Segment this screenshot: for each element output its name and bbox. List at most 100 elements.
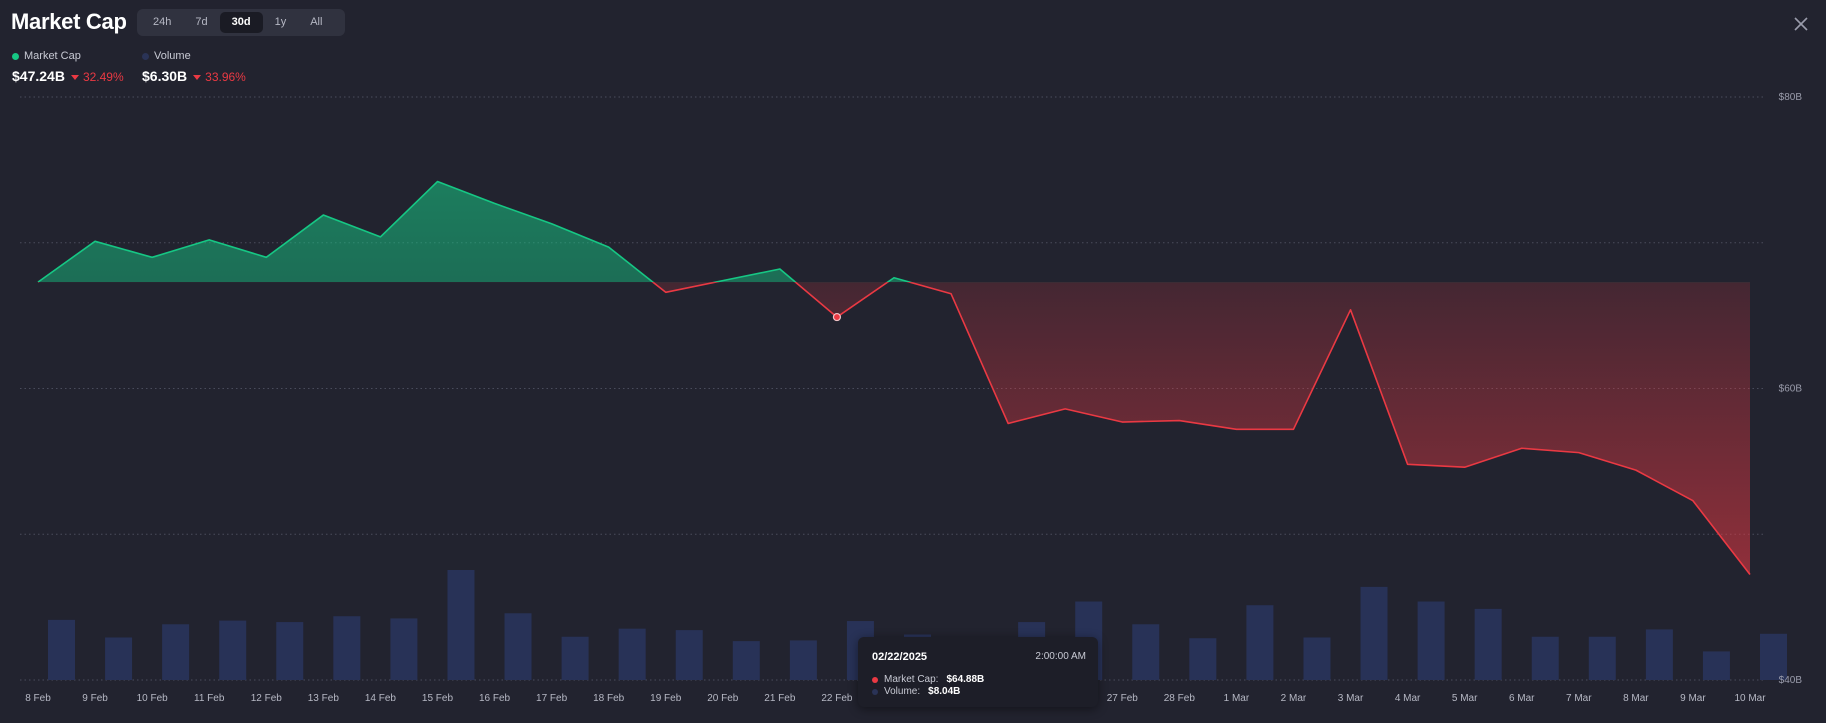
x-tick-label: 4 Mar bbox=[1395, 693, 1421, 704]
caret-down-icon bbox=[70, 75, 79, 80]
volume-bar bbox=[1417, 601, 1445, 680]
tooltip-market-cap-dot bbox=[872, 676, 878, 683]
hover-marker bbox=[832, 312, 842, 322]
area-above-baseline bbox=[38, 181, 1750, 283]
tooltip-volume-dot bbox=[872, 688, 878, 695]
x-tick-label: 17 Feb bbox=[536, 693, 568, 704]
hover-point bbox=[832, 312, 842, 322]
market-cap-area bbox=[38, 181, 1750, 575]
x-tick-label: 10 Mar bbox=[1734, 693, 1766, 704]
volume-change: 33.96% bbox=[193, 70, 246, 84]
x-tick-label: 3 Mar bbox=[1338, 693, 1364, 704]
volume-bar bbox=[504, 613, 532, 680]
area-below-baseline bbox=[38, 282, 1750, 575]
range-1y-button[interactable]: 1y bbox=[274, 16, 287, 28]
volume-bar bbox=[789, 640, 817, 680]
tooltip-volume-label: Volume: bbox=[884, 686, 921, 697]
legend-market-cap[interactable]: Market Cap bbox=[12, 50, 81, 62]
volume-bar bbox=[105, 637, 133, 680]
x-tick-label: 21 Feb bbox=[764, 693, 796, 704]
range-all-button[interactable]: All bbox=[310, 16, 323, 28]
volume-bar bbox=[333, 616, 361, 680]
volume-bar bbox=[732, 641, 760, 680]
tooltip-volume-value: $8.04B bbox=[928, 686, 961, 697]
y-tick-label: $60B bbox=[1779, 384, 1803, 395]
close-icon[interactable] bbox=[1792, 15, 1810, 33]
x-tick-label: 15 Feb bbox=[422, 693, 454, 704]
range-30d-button[interactable]: 30d bbox=[219, 12, 263, 33]
x-tick-label: 14 Feb bbox=[365, 693, 397, 704]
x-tick-label: 1 Mar bbox=[1224, 693, 1250, 704]
volume-bar bbox=[162, 624, 190, 680]
y-tick-label: $80B bbox=[1779, 92, 1803, 103]
legend-volume-label: Volume bbox=[154, 50, 191, 62]
chart-tooltip: 02/22/2025 2:00:00 AM Market Cap: $64.88… bbox=[858, 637, 1098, 707]
volume-bar bbox=[1360, 586, 1388, 680]
tooltip-date: 02/22/2025 bbox=[872, 651, 928, 663]
x-tick-label: 11 Feb bbox=[194, 693, 225, 704]
page-title: Market Cap bbox=[11, 9, 127, 34]
market-cap-legend-dot bbox=[12, 52, 19, 60]
x-tick-label: 8 Feb bbox=[25, 693, 51, 704]
tooltip-volume-row: Volume: $8.04B bbox=[872, 686, 960, 697]
x-tick-label: 8 Mar bbox=[1623, 693, 1649, 704]
x-tick-label: 16 Feb bbox=[479, 693, 511, 704]
volume-bar bbox=[447, 570, 475, 680]
volume-bar bbox=[1702, 651, 1730, 680]
x-tick-label: 6 Mar bbox=[1509, 693, 1535, 704]
x-tick-label: 2 Mar bbox=[1281, 693, 1307, 704]
legend-market-cap-label: Market Cap bbox=[24, 50, 81, 62]
x-axis-labels: 8 Feb 9 Feb 10 Feb 11 Feb 12 Feb 13 Feb 14 Feb… bbox=[25, 693, 1766, 704]
x-tick-label: 20 Feb bbox=[707, 693, 739, 704]
x-tick-label: 19 Feb bbox=[650, 693, 682, 704]
volume-bar bbox=[1246, 605, 1274, 680]
volume-bar bbox=[675, 630, 703, 680]
volume-bar bbox=[1474, 608, 1502, 680]
market-cap-line-up bbox=[37, 180, 913, 283]
x-tick-label: 28 Feb bbox=[1164, 693, 1196, 704]
volume-bar bbox=[561, 636, 589, 680]
volume-bar bbox=[276, 622, 304, 680]
volume-bar bbox=[48, 619, 75, 680]
market-cap-line bbox=[37, 180, 1751, 575]
tooltip-market-cap-label: Market Cap: bbox=[884, 674, 939, 685]
range-24h-button[interactable]: 24h bbox=[153, 16, 172, 28]
x-tick-label: 9 Feb bbox=[82, 693, 108, 704]
volume-legend-dot bbox=[142, 52, 149, 60]
tooltip-market-cap-value: $64.88B bbox=[946, 674, 985, 685]
volume-bar bbox=[1303, 637, 1331, 680]
volume-value: $6.30B bbox=[142, 68, 188, 84]
x-tick-label: 7 Mar bbox=[1566, 693, 1592, 704]
market-cap-value: $47.24B bbox=[12, 68, 65, 84]
volume-bar bbox=[390, 618, 418, 680]
x-tick-label: 9 Mar bbox=[1680, 693, 1706, 704]
y-axis-labels: $80B $60B $40B bbox=[1779, 92, 1803, 686]
x-tick-label: 18 Feb bbox=[593, 693, 625, 704]
x-tick-label: 10 Feb bbox=[137, 693, 169, 704]
market-cap-stat: $47.24B 32.49% bbox=[12, 68, 124, 84]
volume-bar bbox=[1588, 636, 1616, 680]
volume-bar bbox=[1760, 633, 1787, 680]
volume-change-text: 33.96% bbox=[205, 70, 246, 84]
x-tick-label: 5 Mar bbox=[1452, 693, 1478, 704]
legend-volume[interactable]: Volume bbox=[142, 50, 191, 62]
x-tick-label: 12 Feb bbox=[251, 693, 283, 704]
market-cap-change-text: 32.49% bbox=[82, 70, 124, 84]
time-range-selector: 24h 7d 30d 1y All bbox=[137, 9, 345, 36]
volume-bar bbox=[1189, 638, 1217, 680]
tooltip-time: 2:00:00 AM bbox=[1035, 651, 1086, 662]
y-tick-label: $40B bbox=[1779, 675, 1803, 686]
caret-down-icon bbox=[193, 75, 202, 80]
market-cap-line-down bbox=[38, 282, 1751, 575]
volume-bar bbox=[219, 620, 247, 680]
x-tick-label: 13 Feb bbox=[308, 693, 340, 704]
volume-bar bbox=[618, 628, 646, 680]
volume-stat: $6.30B 33.96% bbox=[142, 68, 246, 84]
market-cap-change: 32.49% bbox=[70, 70, 124, 84]
range-7d-button[interactable]: 7d bbox=[195, 16, 208, 28]
volume-bar bbox=[1132, 624, 1160, 680]
x-tick-label: 22 Feb bbox=[821, 693, 853, 704]
tooltip-market-cap-row: Market Cap: $64.88B bbox=[872, 674, 984, 685]
x-tick-label: 27 Feb bbox=[1107, 693, 1139, 704]
